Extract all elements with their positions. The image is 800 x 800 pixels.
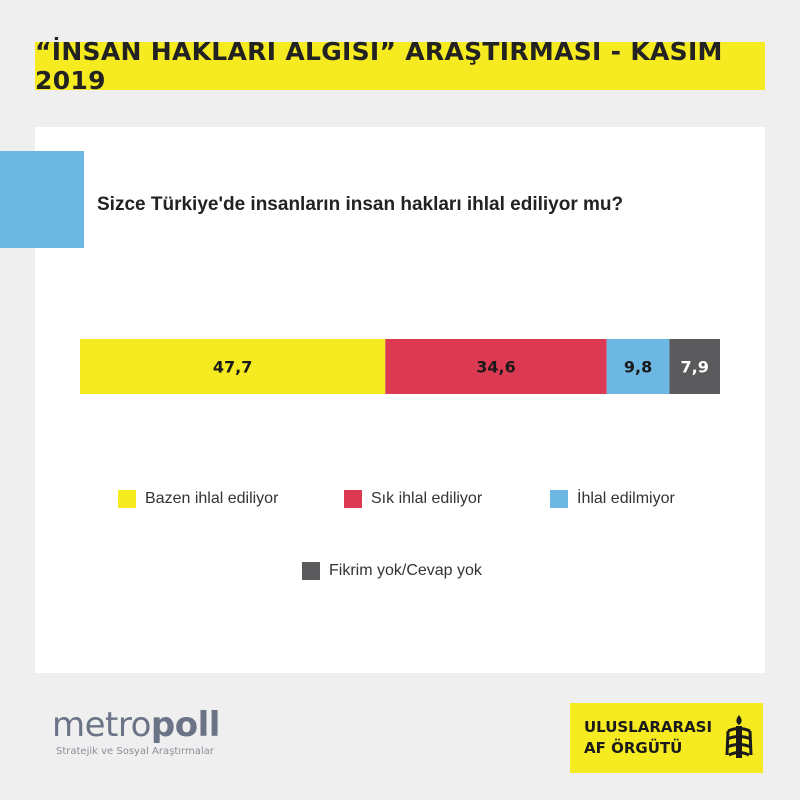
legend-label: Fikrim yok/Cevap yok: [329, 562, 482, 579]
bar-value-label: 9,8: [624, 358, 652, 377]
bar-value-label: 47,7: [213, 358, 252, 377]
title-banner: “İNSAN HAKLARI ALGISI” ARAŞTIRMASI - KAS…: [35, 37, 765, 95]
page-title: “İNSAN HAKLARI ALGISI” ARAŞTIRMASI - KAS…: [35, 37, 723, 95]
amnesty-name: ULUSLARARASI AF ÖRGÜTÜ: [584, 717, 712, 759]
bar-value-label: 34,6: [476, 358, 515, 377]
legend-swatch: [344, 490, 362, 508]
metropoll-wordmark-left: metro: [52, 705, 151, 745]
bar-value-label: 7,9: [681, 358, 709, 377]
legend-swatch: [550, 490, 568, 508]
accent-square: [0, 151, 84, 248]
amnesty-logo: ULUSLARARASI AF ÖRGÜTÜ: [570, 703, 763, 773]
bar-segment: [80, 339, 386, 394]
stacked-bar: 47,7 34,6 9,8 7,9: [80, 339, 720, 394]
amnesty-line-1: ULUSLARARASI: [584, 718, 713, 736]
metropoll-wordmark-right: poll: [150, 705, 221, 745]
legend-label: Bazen ihlal ediliyor: [145, 490, 279, 507]
candle-in-barbed-wire-icon: [725, 715, 753, 758]
chart-card: [35, 127, 765, 673]
legend-item-fikrim-yok: Fikrim yok/Cevap yok: [302, 562, 482, 580]
legend-label: Sık ihlal ediliyor: [371, 490, 483, 507]
legend-swatch: [302, 562, 320, 580]
bar-segment: [385, 339, 607, 394]
metropoll-tagline: Stratejik ve Sosyal Araştırmalar: [56, 746, 214, 757]
bar-segment: [606, 339, 670, 394]
amnesty-line-2: AF ÖRGÜTÜ: [584, 739, 683, 757]
metropoll-logo: metropoll Stratejik ve Sosyal Araştırmal…: [52, 708, 220, 757]
survey-question: Sizce Türkiye'de insanların insan haklar…: [97, 194, 624, 215]
legend-label: İhlal edilmiyor: [577, 490, 675, 507]
legend-item-ihlal-edilmiyor: İhlal edilmiyor: [550, 490, 675, 508]
legend-item-sik: Sık ihlal ediliyor: [344, 490, 482, 508]
stacked-bar-svg: 47,7 34,6 9,8 7,9: [80, 339, 720, 394]
legend-item-bazen: Bazen ihlal ediliyor: [118, 490, 278, 508]
metropoll-wordmark: metropoll: [52, 708, 220, 742]
bar-segment: [669, 339, 720, 394]
legend-swatch: [118, 490, 136, 508]
